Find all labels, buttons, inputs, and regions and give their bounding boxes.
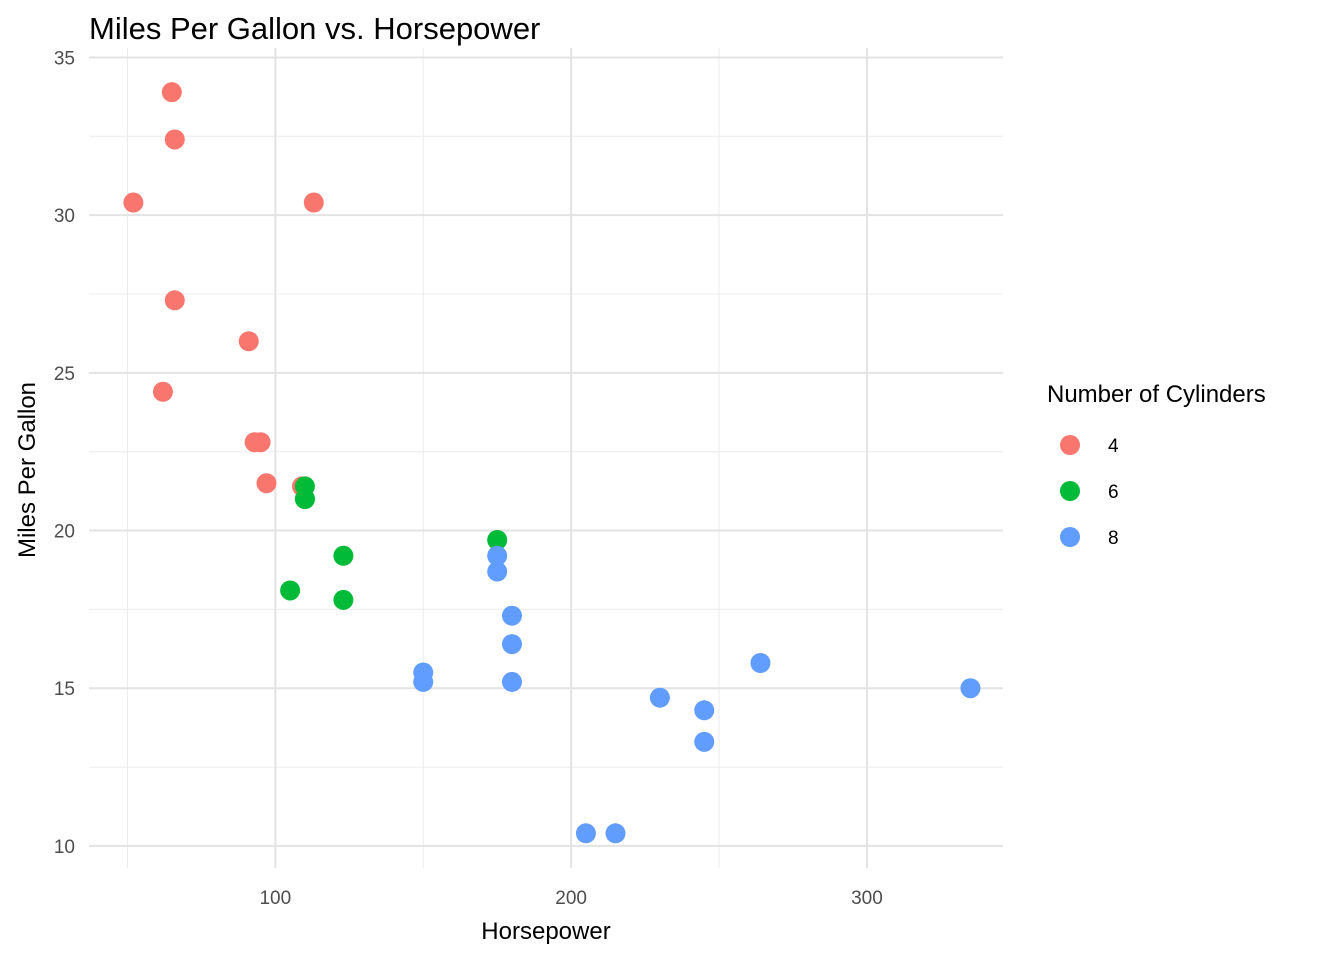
x-tick-labels: 100 200 300 (259, 888, 882, 909)
data-point-cyl-4 (238, 331, 259, 352)
grid-minor (89, 48, 1003, 868)
data-point-cyl-8 (694, 731, 715, 752)
legend-label-cyl-4: 4 (1108, 436, 1119, 457)
data-point-cyl-4 (152, 381, 173, 402)
data-point-cyl-6 (294, 476, 315, 497)
data-point-cyl-8 (501, 605, 522, 626)
legend-label-cyl-6: 6 (1108, 482, 1119, 503)
y-tick-label: 35 (54, 48, 75, 69)
legend-key-cyl-4 (1060, 435, 1080, 455)
data-point-cyl-4 (123, 192, 144, 213)
y-tick-label: 15 (54, 679, 75, 700)
data-point-cyl-8 (413, 671, 434, 692)
y-axis-title: Miles Per Gallon (14, 382, 41, 558)
data-point-cyl-8 (575, 823, 596, 844)
legend-title: Number of Cylinders (1047, 381, 1266, 408)
data-point-cyl-8 (694, 700, 715, 721)
chart-title: Miles Per Gallon vs. Horsepower (89, 11, 540, 46)
y-tick-label: 30 (54, 206, 75, 227)
data-point-cyl-6 (333, 589, 354, 610)
data-point-cyl-8 (750, 653, 771, 673)
x-tick-label: 100 (259, 888, 291, 909)
data-point-cyl-8 (501, 671, 522, 692)
data-point-cyl-8 (487, 545, 508, 566)
y-tick-label: 25 (54, 364, 75, 385)
data-point-cyl-6 (487, 530, 508, 550)
y-tick-label: 20 (54, 522, 75, 543)
data-point-cyl-8 (605, 823, 626, 844)
legend-key-cyl-6 (1060, 481, 1080, 501)
data-point-cyl-4 (303, 192, 324, 213)
data-point-cyl-6 (280, 580, 301, 601)
data-point-cyl-8 (501, 634, 522, 655)
x-tick-label: 200 (555, 888, 587, 909)
data-point-cyl-4 (256, 473, 277, 494)
data-point-cyl-4 (250, 432, 271, 453)
legend: Number of Cylinders 4 6 8 (1047, 381, 1266, 549)
data-point-cyl-6 (333, 545, 354, 566)
y-tick-label: 10 (54, 837, 75, 858)
data-point-cyl-8 (487, 561, 508, 582)
x-tick-label: 300 (851, 888, 883, 909)
legend-key-cyl-8 (1060, 527, 1080, 547)
y-tick-labels: 10 15 20 25 30 35 (54, 48, 75, 857)
data-points (123, 82, 981, 844)
data-point-cyl-8 (960, 678, 981, 699)
data-point-cyl-8 (649, 687, 670, 708)
legend-label-cyl-8: 8 (1108, 528, 1119, 549)
x-axis-title: Horsepower (481, 918, 610, 945)
data-point-cyl-4 (164, 129, 185, 150)
data-point-cyl-4 (164, 290, 185, 311)
grid-major (89, 48, 1003, 868)
data-point-cyl-4 (161, 82, 182, 103)
